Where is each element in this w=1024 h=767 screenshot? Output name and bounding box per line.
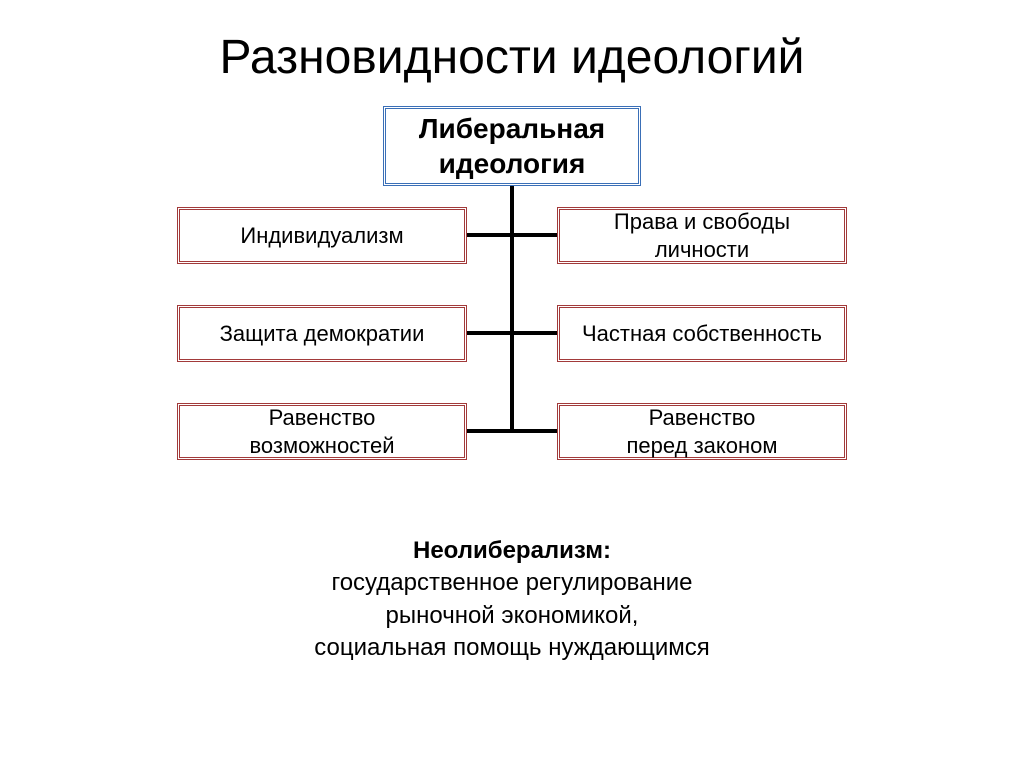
footer-line-0: государственное регулирование xyxy=(331,569,692,596)
connector-arm-right-0 xyxy=(514,233,557,237)
connector-arm-left-1 xyxy=(467,331,510,335)
connector-arm-left-0 xyxy=(467,233,510,237)
connector-arm-left-2 xyxy=(467,429,510,433)
connector-spine xyxy=(510,186,514,433)
footer-bold: Неолиберализм: xyxy=(413,537,611,564)
footer-line-1: рыночной экономикой, xyxy=(386,602,639,629)
diagram-child-left-2: Равенствовозможностей xyxy=(177,403,467,460)
connector-arm-right-1 xyxy=(514,331,557,335)
page-title: Разновидности идеологий xyxy=(0,30,1024,85)
footer-text: Неолиберализм: государственное регулиров… xyxy=(0,535,1024,665)
connector-arm-right-2 xyxy=(514,429,557,433)
diagram-child-right-1: Частная собственность xyxy=(557,305,847,362)
diagram-root-label: Либеральнаяидеология xyxy=(419,111,605,181)
diagram-child-left-0: Индивидуализм xyxy=(177,207,467,264)
diagram-root-box: Либеральнаяидеология xyxy=(383,106,641,186)
diagram-child-left-1: Защита демократии xyxy=(177,305,467,362)
diagram-child-right-2: Равенствоперед законом xyxy=(557,403,847,460)
diagram-child-right-0: Права и свободыличности xyxy=(557,207,847,264)
footer-line-2: социальная помощь нуждающимся xyxy=(314,634,710,661)
